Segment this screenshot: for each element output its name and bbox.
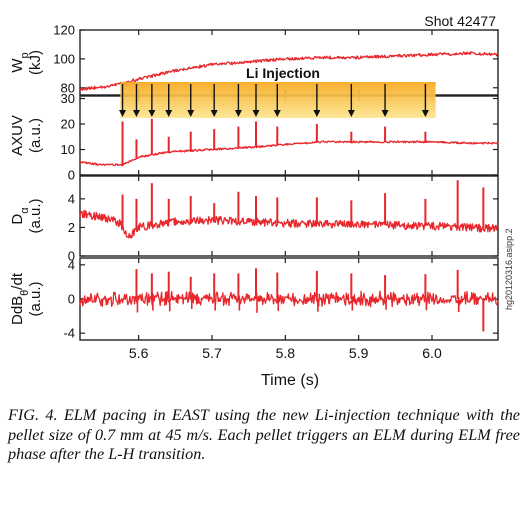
y-label-sub: p — [19, 52, 31, 58]
y-tick-label: 0 — [68, 249, 75, 264]
y-tick-label: 80 — [61, 80, 75, 95]
trace-AXUV — [79, 140, 499, 167]
y-tick-label: 20 — [61, 117, 75, 132]
y-tick-label: 0 — [68, 168, 75, 183]
pellet-arrow-head — [148, 110, 156, 117]
pellet-arrow-head — [381, 110, 389, 117]
pellet-arrow-head — [119, 110, 127, 117]
trace-DdBtheta — [79, 290, 499, 308]
y-axis-label-Dalpha: Dα — [9, 207, 31, 225]
y-axis-label-DdBtheta: DdBθ/dt — [9, 272, 31, 325]
pellet-arrow-head — [187, 110, 195, 117]
y-tick-label: 100 — [53, 51, 75, 66]
x-tick-label: 5.6 — [129, 345, 149, 361]
y-label-tail: /dt — [9, 272, 26, 290]
y-tick-label: 2 — [68, 220, 75, 235]
y-axis-unit-DdBtheta: (a.u.) — [27, 281, 44, 316]
x-tick-label: 5.9 — [349, 345, 369, 361]
y-label-main: W — [9, 58, 26, 73]
y-tick-label: -4 — [63, 326, 75, 341]
y-tick-label: 10 — [61, 142, 75, 157]
side-label: hg20120316.asipp.2 — [504, 228, 514, 310]
pellet-arrow-head — [347, 110, 355, 117]
y-axis-label-Wp: Wp — [9, 52, 31, 72]
figure-caption: FIG. 4. ELM pacing in EAST using the new… — [8, 406, 520, 463]
y-axis-unit-Dalpha: (a.u.) — [27, 198, 44, 233]
y-axis-label-AXUV: AXUV — [9, 115, 26, 156]
x-tick-label: 6.0 — [422, 345, 442, 361]
y-label-main: DdB — [9, 296, 26, 325]
y-tick-label: 4 — [68, 257, 75, 272]
trace-Dalpha — [79, 209, 499, 239]
y-label-main: D — [9, 214, 26, 225]
x-tick-label: 5.8 — [276, 345, 296, 361]
pellet-arrow-head — [313, 110, 321, 117]
y-axis-unit-AXUV: (a.u.) — [27, 118, 44, 153]
y-tick-label: 0 — [68, 292, 75, 307]
pellet-arrow-head — [132, 110, 140, 117]
y-label-sub: α — [19, 207, 31, 214]
li-injection-label: Li Injection — [246, 65, 320, 81]
panel-frame-Dalpha — [79, 175, 499, 257]
y-tick-label: 4 — [68, 191, 75, 206]
pellet-arrow-head — [252, 110, 260, 117]
pellet-arrow-head — [273, 110, 281, 117]
y-tick-label: 30 — [61, 91, 75, 106]
trace-Wp — [79, 51, 499, 91]
pellet-arrow-head — [165, 110, 173, 117]
x-tick-label: 5.7 — [202, 345, 222, 361]
x-axis-label: Time (s) — [261, 372, 319, 389]
pellet-arrow-head — [234, 110, 242, 117]
y-axis-unit-Wp: (kJ) — [27, 50, 44, 75]
y-label-sub: θ — [19, 290, 31, 296]
pellet-arrow-head — [210, 110, 218, 117]
y-label-main: AXUV — [9, 115, 26, 156]
shot-label: Shot 42477 — [424, 13, 496, 29]
pellet-arrow-head — [421, 110, 429, 117]
y-tick-label: 120 — [53, 23, 75, 38]
